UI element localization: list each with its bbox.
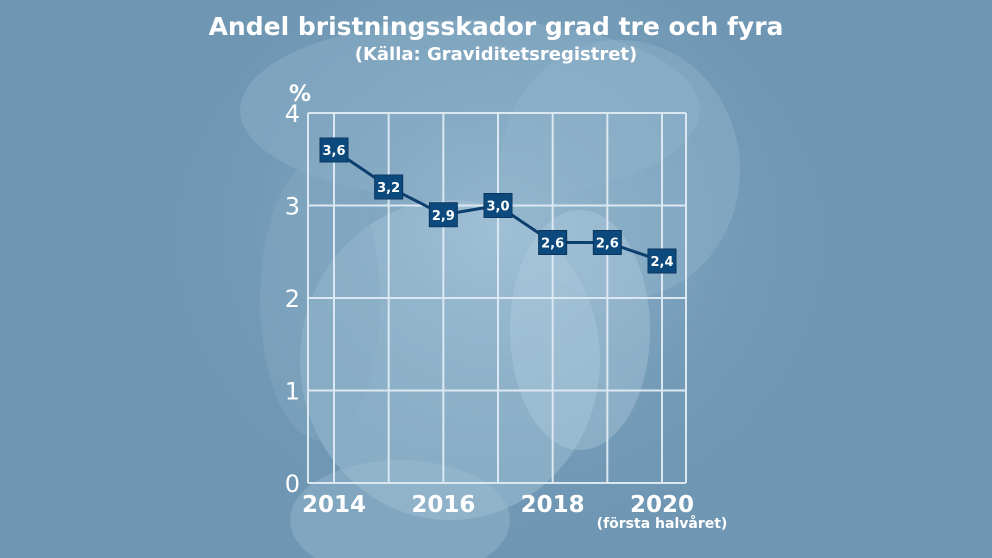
y-tick-label: 2 <box>285 285 300 313</box>
series: 3,6 3,2 2,9 3,0 2,6 2,6 2,4 <box>319 137 677 274</box>
data-point <box>483 193 513 218</box>
data-point <box>319 137 349 163</box>
data-label: 3,6 <box>322 144 345 159</box>
grid <box>307 112 687 484</box>
data-label: 3,2 <box>377 181 400 196</box>
y-tick-label: 3 <box>285 193 300 221</box>
axes: 0 1 2 3 4% 2014 2016 2018 2020(första halvåret) <box>285 82 728 532</box>
chart-title: Andel bristningsskador grad tre och fyra <box>208 12 784 41</box>
data-point <box>647 248 677 274</box>
x-tick-note: (första halvåret) <box>597 515 728 532</box>
x-tick-label: 2020 <box>630 492 694 518</box>
data-label: 2,6 <box>596 237 619 252</box>
data-label: 2,4 <box>650 255 673 270</box>
data-point <box>374 174 404 200</box>
x-tick-label: 2014 <box>302 492 366 518</box>
y-tick-label: 1 <box>285 378 300 406</box>
y-axis-label: % <box>289 82 311 107</box>
data-point <box>428 202 458 228</box>
x-tick-label: 2018 <box>521 492 585 518</box>
data-label: 2,9 <box>432 209 455 224</box>
x-tick-label: 2016 <box>411 492 475 518</box>
data-point <box>592 230 622 255</box>
chart-subtitle: (Källa: Graviditetsregistret) <box>354 44 638 65</box>
data-label: 2,6 <box>541 237 564 252</box>
data-point <box>538 230 568 255</box>
y-tick-label: 0 <box>285 470 300 498</box>
y-tick-label: 4 <box>285 100 300 128</box>
data-label: 3,0 <box>486 200 509 215</box>
